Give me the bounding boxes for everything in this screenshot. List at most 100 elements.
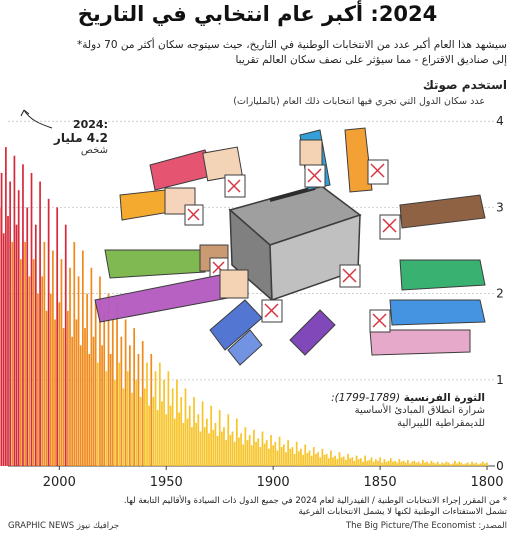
bar-1888 [297,451,300,466]
bar-1895 [283,444,285,466]
bar-1809 [466,462,469,466]
bar-1982 [96,362,99,466]
y-tick-label: 4 [496,114,504,128]
annotation-2024: :2024 4.2 مليار شخص [28,118,108,156]
bar-1965 [133,328,136,466]
bar-1993 [73,241,76,466]
bar-1940 [186,418,189,466]
bar-1814 [456,463,458,466]
bar-2000 [58,302,61,466]
bar-1904 [263,443,266,466]
footnote-line-2: تشمل الاستفتاءات الوطنية لكنها لا يشمل ا… [298,507,507,517]
bar-1860 [357,459,360,466]
bar-1933 [201,401,204,466]
bar-2019 [17,190,20,466]
bar-1906 [259,447,262,466]
bar-1804 [477,464,480,466]
bar-1920 [229,434,232,466]
bar-1967 [129,345,131,466]
bar-1887 [300,448,302,466]
bar-1854 [370,457,373,466]
bar-1882 [310,455,313,466]
bar-1901 [270,434,272,466]
bar-1963 [137,353,140,466]
bar-1915 [240,433,242,466]
bar-1974 [114,379,116,466]
bar-1832 [417,461,420,466]
x-tick-label: 1950 [150,475,183,490]
bar-1803 [479,463,482,466]
bar-1893 [287,440,289,466]
bar-1817 [449,464,452,466]
bar-1879 [317,452,319,466]
bar-1956 [152,397,155,466]
bar-1866 [345,459,347,466]
bar-2017 [22,164,24,466]
bar-1851 [377,460,379,466]
bar-1996 [67,310,69,466]
bar-1898 [276,450,279,466]
bar-1873 [330,450,332,466]
bar-1922 [225,440,227,466]
bar-1932 [203,427,206,466]
bar-1826 [430,460,433,466]
bar-1908 [255,441,257,466]
annotation-2024-value: 4.2 مليار [53,131,108,145]
bar-2007 [43,241,46,466]
bar-1972 [118,362,121,466]
bar-1881 [312,447,315,466]
bar-1849 [381,462,384,466]
bar-1930 [208,433,210,466]
bar-1970 [122,388,125,466]
bar-1833 [415,462,418,466]
bar-1959 [146,362,148,466]
bar-1914 [242,444,245,466]
bars [0,147,488,466]
bar-1960 [144,388,146,466]
bar-1917 [235,418,238,466]
bar-1852 [374,459,377,466]
bar-2026 [2,233,5,466]
bar-1987 [86,293,88,466]
bar-1870 [336,459,339,466]
bar-1894 [285,452,287,466]
bar-2020 [15,224,18,466]
bar-1924 [220,431,223,466]
bar-1900 [272,445,275,466]
bar-1824 [434,463,437,466]
bar-1889 [295,441,298,466]
bar-1988 [84,328,86,466]
bar-1868 [340,457,343,466]
bar-1842 [396,462,399,466]
bar-1802 [481,461,484,466]
bar-1935 [197,414,200,466]
bar-1828 [426,461,428,466]
bar-1815 [454,460,456,466]
annotation-revolution-name: الثورة الفرنسية [403,392,485,404]
source: المصدر: The Big Picture/The Economist [345,521,507,531]
bar-1859 [359,458,362,466]
bar-1977 [107,293,110,466]
bar-1807 [471,461,473,466]
y-tick-label: 2 [496,287,504,301]
panel-subtitle: عدد سكان الدول التي تجري فيها انتخابات ذ… [233,96,485,107]
subtitle: سيشهد هذا العام أكبر عدد من الانتخابات ا… [7,38,507,68]
bar-1992 [75,319,78,466]
credit: GRAPHIC NEWS جرافيك نيوز [8,521,120,531]
panel-title: استخدم صوتك [422,78,507,92]
bar-1856 [366,460,369,466]
bar-2010 [37,293,39,466]
bar-1850 [379,457,381,466]
bar-1890 [293,453,296,466]
bar-1821 [441,462,443,466]
bar-1892 [289,448,292,466]
bar-1822 [439,464,441,466]
bar-1878 [319,457,322,466]
bar-1955 [154,371,157,466]
bar-1926 [216,435,219,466]
bar-1921 [227,414,230,466]
bar-1837 [407,459,409,466]
bar-1931 [206,418,208,466]
x-tick-label: 1850 [364,475,397,490]
